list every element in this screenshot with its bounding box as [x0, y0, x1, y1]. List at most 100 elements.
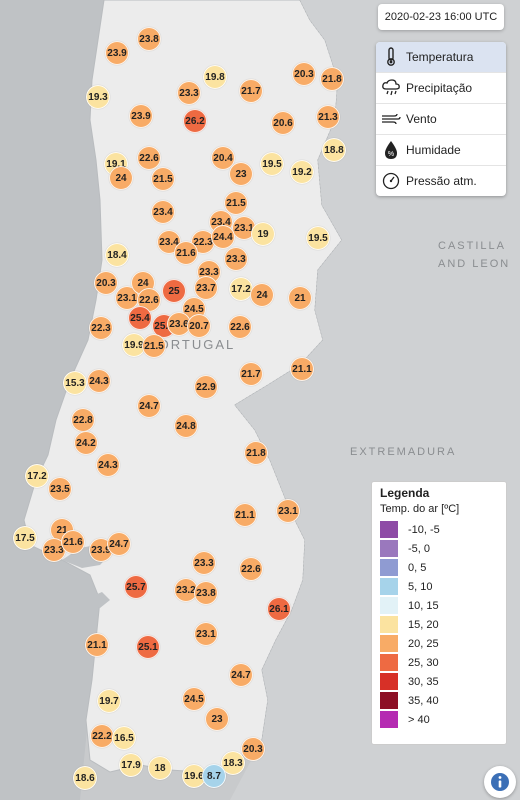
station-marker[interactable]: 8.7	[202, 764, 226, 788]
info-button[interactable]	[484, 766, 516, 798]
station-marker[interactable]: 21.1	[290, 357, 314, 381]
station-marker[interactable]: 20.3	[94, 271, 118, 295]
station-marker[interactable]: 19.8	[203, 65, 227, 89]
layer-temperatura-button[interactable]: Temperatura	[376, 42, 506, 73]
legend-label: 30, 35	[408, 675, 439, 688]
station-marker[interactable]: 23.1	[194, 622, 218, 646]
station-marker[interactable]: 26.1	[267, 597, 291, 621]
station-marker[interactable]: 21.1	[85, 633, 109, 657]
station-marker[interactable]: 21.5	[151, 167, 175, 191]
station-marker[interactable]: 21.6	[61, 530, 85, 554]
station-marker[interactable]: 24.7	[107, 532, 131, 556]
legend-swatch	[380, 635, 398, 652]
layer-pressao-button[interactable]: Pressão atm.	[376, 166, 506, 196]
ocean	[0, 0, 104, 800]
station-marker[interactable]: 23.3	[224, 247, 248, 271]
station-marker[interactable]: 21.3	[316, 105, 340, 129]
station-marker[interactable]: 21.7	[239, 362, 263, 386]
station-marker[interactable]: 18.8	[322, 138, 346, 162]
legend-row: 10, 15	[380, 596, 498, 615]
station-marker[interactable]: 22.3	[89, 316, 113, 340]
station-marker[interactable]: 23.2	[174, 578, 198, 602]
station-marker[interactable]: 20.3	[241, 737, 265, 761]
station-marker[interactable]: 21.5	[224, 191, 248, 215]
legend-row: 20, 25	[380, 634, 498, 653]
station-marker[interactable]: 24.4	[211, 225, 235, 249]
station-marker[interactable]: 24.5	[182, 687, 206, 711]
station-marker[interactable]: 23.3	[192, 551, 216, 575]
station-marker[interactable]: 25.4	[128, 306, 152, 330]
legend-row: -10, -5	[380, 520, 498, 539]
station-marker[interactable]: 23.9	[105, 41, 129, 65]
station-marker[interactable]: 24.2	[74, 431, 98, 455]
station-marker[interactable]: 24.7	[229, 663, 253, 687]
station-marker[interactable]: 25.7	[124, 575, 148, 599]
station-marker[interactable]: 20.7	[187, 314, 211, 338]
station-marker[interactable]: 22.6	[228, 315, 252, 339]
legend-swatch	[380, 540, 398, 557]
station-marker[interactable]: 24	[109, 166, 133, 190]
legend-row: 0, 5	[380, 558, 498, 577]
layer-precipitacao-button[interactable]: Precipitação	[376, 73, 506, 104]
station-marker[interactable]: 23.9	[129, 104, 153, 128]
station-marker[interactable]: 23.5	[48, 477, 72, 501]
legend-swatch	[380, 559, 398, 576]
station-marker[interactable]: 23.3	[177, 81, 201, 105]
station-marker[interactable]: 22.2	[90, 724, 114, 748]
station-marker[interactable]: 21.6	[174, 241, 198, 265]
station-marker[interactable]: 24	[250, 283, 274, 307]
station-marker[interactable]: 19.7	[97, 689, 121, 713]
station-marker[interactable]: 24.8	[174, 414, 198, 438]
station-marker[interactable]: 21	[288, 286, 312, 310]
station-marker[interactable]: 22.6	[137, 146, 161, 170]
legend-label: -5, 0	[408, 542, 431, 555]
station-marker[interactable]: 16.5	[112, 726, 136, 750]
station-marker[interactable]: 19.3	[86, 85, 110, 109]
timestamp-text: 2020-02-23 16:00 UTC	[384, 11, 498, 23]
layer-vento-label: Vento	[406, 112, 437, 126]
station-marker[interactable]: 24.7	[137, 394, 161, 418]
layer-humidade-button[interactable]: % Humidade	[376, 135, 506, 166]
legend-panel: Legenda Temp. do ar [ºC] -10, -5 -5, 0 0, …	[371, 481, 507, 745]
station-marker[interactable]: 25	[162, 279, 186, 303]
station-marker[interactable]: 23	[205, 707, 229, 731]
legend-title: Legenda	[380, 486, 430, 500]
station-marker[interactable]: 20.3	[292, 62, 316, 86]
station-marker[interactable]: 18.6	[73, 766, 97, 790]
station-marker[interactable]: 15.3	[63, 371, 87, 395]
station-marker[interactable]: 25.1	[136, 635, 160, 659]
station-marker[interactable]: 23.1	[276, 499, 300, 523]
station-marker[interactable]: 23.4	[151, 200, 175, 224]
station-marker[interactable]: 22.8	[71, 408, 95, 432]
station-marker[interactable]: 22.9	[194, 375, 218, 399]
station-marker[interactable]: 23	[229, 162, 253, 186]
gauge-icon	[376, 166, 406, 196]
station-marker[interactable]: 19.6	[182, 764, 206, 788]
station-marker[interactable]: 21.8	[244, 441, 268, 465]
station-marker[interactable]: 19	[251, 222, 275, 246]
station-marker[interactable]: 23.8	[194, 581, 218, 605]
station-marker[interactable]: 21.8	[320, 67, 344, 91]
station-marker[interactable]: 26.2	[183, 109, 207, 133]
station-marker[interactable]: 21.7	[239, 79, 263, 103]
station-marker[interactable]: 19.5	[306, 226, 330, 250]
station-marker[interactable]: 22.6	[239, 557, 263, 581]
layer-switcher: Temperatura Precipitação Vento % Humidad…	[376, 42, 506, 196]
station-marker[interactable]: 21.5	[142, 334, 166, 358]
station-marker[interactable]: 17.5	[13, 526, 37, 550]
station-marker[interactable]: 24.3	[87, 369, 111, 393]
station-marker[interactable]: 18	[148, 756, 172, 780]
station-marker[interactable]: 23.7	[194, 276, 218, 300]
station-marker[interactable]: 17.2	[25, 464, 49, 488]
legend-swatch	[380, 521, 398, 538]
station-marker[interactable]: 18.4	[105, 243, 129, 267]
layer-vento-button[interactable]: Vento	[376, 104, 506, 135]
region-label-extremadura: EXTREMADURA	[350, 446, 457, 458]
station-marker[interactable]: 21.1	[233, 503, 257, 527]
station-marker[interactable]: 19.2	[290, 160, 314, 184]
station-marker[interactable]: 24.3	[96, 453, 120, 477]
station-marker[interactable]: 23.8	[137, 27, 161, 51]
station-marker[interactable]: 20.6	[271, 111, 295, 135]
station-marker[interactable]: 19.5	[260, 152, 284, 176]
station-marker[interactable]: 17.9	[119, 753, 143, 777]
